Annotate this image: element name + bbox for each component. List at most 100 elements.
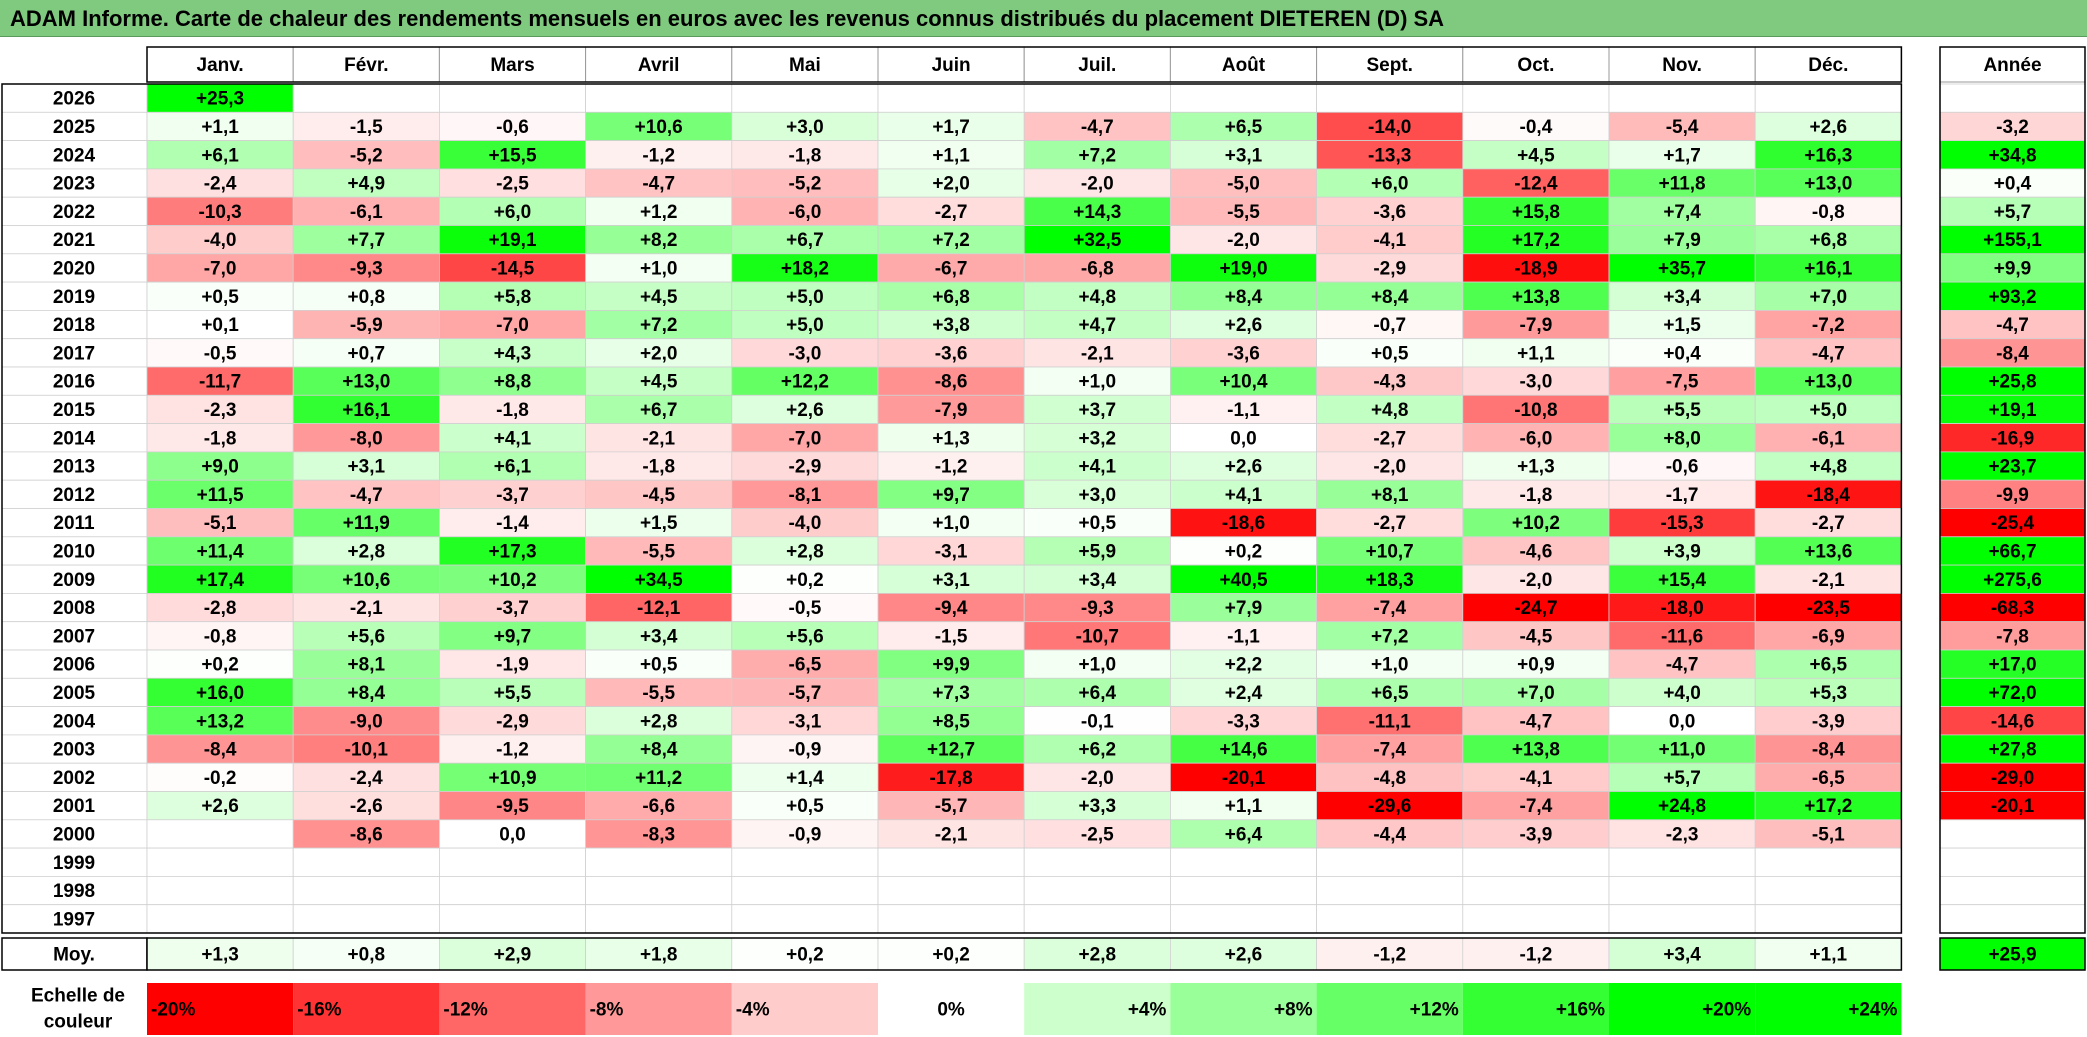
heatmap-cell: [1023, 734, 1171, 764]
heatmap-cell-value: +2,6: [786, 400, 824, 421]
heatmap-cell-value: +6,8: [932, 287, 970, 308]
row-year-cell: [1, 536, 148, 566]
heatmap-cell-value: -3,9: [1812, 711, 1845, 732]
heatmap-cell-value: +4,8: [1079, 287, 1117, 308]
heatmap-cell-value: +8,1: [348, 655, 386, 676]
heatmap-cell-value: -7,0: [789, 428, 822, 449]
heatmap-cell: [1608, 366, 1756, 396]
heatmap-cell: [1316, 593, 1464, 623]
heatmap-cell-value: +15,4: [1658, 570, 1707, 591]
heatmap-cell: [1608, 83, 1756, 113]
heatmap-cell-value: -13,3: [1368, 145, 1411, 166]
heatmap-cell: [1608, 140, 1756, 170]
heatmap-cell-value: -14,0: [1368, 117, 1411, 138]
heatmap-cell-value: -0,7: [1373, 315, 1406, 336]
heatmap-cell-value: +2,6: [1225, 315, 1263, 336]
scale-label-line2: couleur: [44, 1012, 113, 1033]
heatmap-cell: [1754, 83, 1902, 113]
heatmap-cell-value: +0,5: [1079, 513, 1117, 534]
heatmap-cell-value: -4,7: [1081, 117, 1114, 138]
heatmap-cell-value: +10,9: [488, 768, 536, 789]
heatmap-cell: [1170, 706, 1318, 736]
heatmap-cell-value: +11,0: [1659, 740, 1706, 761]
heatmap-cell-value: +13,8: [1512, 287, 1560, 308]
heatmap-cell-value: +8,1: [1371, 485, 1409, 506]
heatmap-cell-value: +8,4: [348, 683, 386, 704]
annual-cell-value: +66,7: [1988, 541, 2036, 562]
heatmap-cell-value: +7,7: [348, 230, 386, 251]
heatmap-cell-value: +9,0: [201, 457, 239, 478]
heatmap-cell: [292, 677, 440, 707]
heatmap-cell-value: -18,0: [1660, 598, 1703, 619]
heatmap-cell: [585, 876, 733, 906]
heatmap-cell: [731, 734, 879, 764]
row-year-cell: [1, 281, 148, 311]
heatmap-cell-value: +13,8: [1512, 740, 1560, 761]
heatmap-cell: [1170, 196, 1318, 226]
heatmap-cell-value: +14,3: [1073, 202, 1121, 223]
heatmap-cell: [1023, 338, 1171, 368]
month-header-cell: [1608, 46, 1756, 83]
heatmap-cell-value: -5,1: [204, 513, 237, 534]
heatmap-cell: [1316, 904, 1464, 934]
heatmap-cell-value: -2,3: [1666, 824, 1699, 845]
heatmap-cell-value: -2,9: [496, 711, 529, 732]
heatmap-cell-value: +7,0: [1810, 287, 1848, 308]
year-header-cell: [1939, 46, 2086, 83]
heatmap-cell: [292, 281, 440, 311]
annual-cell-value: +155,1: [1983, 230, 2042, 251]
heatmap-cell-value: +8,0: [1663, 428, 1701, 449]
heatmap-cell-value: -5,4: [1666, 117, 1699, 138]
row-year-cell: [1, 196, 148, 226]
heatmap-cell: [731, 904, 879, 934]
heatmap-cell-value: +5,5: [1663, 400, 1701, 421]
heatmap-cell: [438, 564, 586, 594]
avg-cell-value: +1,8: [640, 945, 678, 966]
annual-cell: [1939, 479, 2086, 509]
heatmap-cell-value: +6,0: [1371, 174, 1409, 195]
annual-cell: [1939, 876, 2086, 906]
heatmap-cell: [1023, 366, 1171, 396]
scale-swatch: [731, 983, 878, 1035]
heatmap-cell-value: -8,4: [204, 740, 237, 761]
month-header-label: Mai: [789, 55, 821, 76]
heatmap-cell-value: +10,4: [1219, 372, 1268, 393]
heatmap-cell: [877, 847, 1025, 877]
annual-cell-value: -25,4: [1991, 513, 2035, 534]
month-header-cell: [1754, 46, 1902, 83]
heatmap-cell-value: -4,5: [1520, 626, 1553, 647]
heatmap-cell-value: -4,7: [1812, 343, 1845, 364]
heatmap-cell-value: -5,5: [642, 541, 675, 562]
heatmap-cell: [438, 168, 586, 198]
heatmap-cell-value: +7,0: [1517, 683, 1555, 704]
heatmap-cell: [292, 819, 440, 849]
annual-cell: [1939, 847, 2086, 877]
heatmap-cell-value: +4,8: [1810, 457, 1848, 478]
heatmap-cell-value: +1,7: [1663, 145, 1701, 166]
heatmap-cell-value: +3,9: [1663, 541, 1701, 562]
scale-swatch: [1462, 983, 1609, 1035]
heatmap-cell-value: +0,2: [786, 570, 824, 591]
row-year-cell: [1, 451, 148, 481]
heatmap-cell: [438, 451, 586, 481]
heatmap-cell-value: +2,8: [640, 711, 678, 732]
heatmap-cell: [1023, 876, 1171, 906]
heatmap-cell: [585, 762, 733, 792]
heatmap-cell-value: -4,0: [789, 513, 822, 534]
heatmap-cell: [1462, 366, 1610, 396]
heatmap-cell-value: -2,6: [350, 796, 383, 817]
heatmap-cell-value: -4,7: [1666, 655, 1699, 676]
heatmap-cell-value: +1,1: [201, 117, 239, 138]
heatmap-cell: [292, 734, 440, 764]
heatmap-cell: [1170, 649, 1318, 679]
scale-swatch-label: -4%: [736, 1000, 770, 1021]
heatmap-cell-value: -17,8: [929, 768, 972, 789]
heatmap-cell: [1023, 508, 1171, 538]
heatmap-cell-value: -9,4: [935, 598, 968, 619]
annual-cell-value: -4,7: [1996, 315, 2029, 336]
heatmap-cell-value: -2,7: [1812, 513, 1845, 534]
heatmap-cell: [731, 621, 879, 651]
month-header-label: Sept.: [1366, 55, 1412, 76]
row-year-label: 2020: [53, 258, 95, 279]
page-title: ADAM Informe. Carte de chaleur des rende…: [10, 6, 1445, 31]
